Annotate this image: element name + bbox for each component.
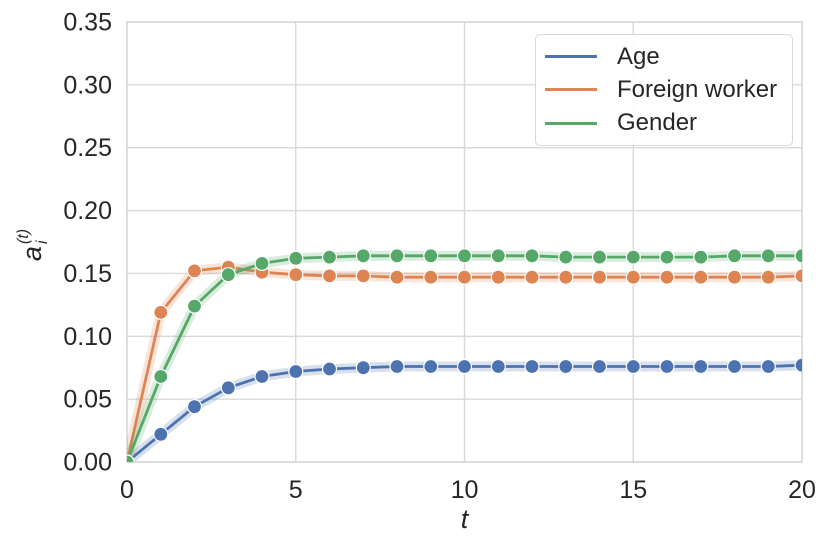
marker-foreign-worker-t2 [186,263,203,279]
y-tick-label: 0.10 [63,323,112,351]
marker-gender-t17 [693,249,709,265]
marker-foreign-worker-t7 [355,268,371,284]
y-tick-label: 0.30 [63,71,112,99]
marker-age-t20 [794,357,802,373]
y-axis-label-scripts: (t) i [14,228,51,245]
legend-item-gender: Gender [545,107,784,140]
y-axis-label: a (t) i [10,180,54,310]
marker-age-t4 [254,368,270,385]
legend-swatch-foreign-worker [545,88,597,92]
legend-label-gender: Gender [617,109,698,137]
marker-age-t12 [524,358,540,375]
y-tick-label: 0.20 [63,197,112,225]
marker-foreign-worker-t10 [456,269,473,285]
marker-gender-t5 [288,250,304,266]
x-tick-label: 15 [619,476,647,504]
marker-age-t8 [389,358,405,375]
marker-gender-t15 [625,249,641,265]
marker-gender-t11 [490,248,506,264]
marker-gender-t4 [254,255,270,271]
marker-age-t1 [153,426,169,442]
legend-item-age: Age [545,40,784,73]
marker-age-t2 [186,399,203,415]
marker-gender-t19 [760,248,776,264]
marker-age-t15 [625,358,641,375]
marker-age-t19 [760,358,776,375]
marker-gender-t2 [186,298,203,314]
marker-age-t9 [423,358,439,375]
marker-foreign-worker-t6 [321,268,338,284]
x-tick-label: 10 [451,476,479,504]
y-tick-label: 0.15 [63,260,112,288]
marker-foreign-worker-t13 [558,269,574,285]
y-axis-label-base: a [16,246,47,262]
y-axis-label-superscript: (t) [14,228,32,245]
marker-gender-t8 [389,248,405,264]
marker-foreign-worker-t18 [726,269,743,285]
marker-gender-t6 [321,249,338,265]
marker-age-t17 [693,358,709,375]
marker-gender-t18 [726,248,743,264]
marker-age-t3 [220,380,236,396]
marker-gender-t12 [524,248,540,264]
y-tick-label: 0.00 [63,449,112,477]
legend-label-foreign-worker: Foreign worker [617,75,778,103]
marker-foreign-worker-t8 [389,269,405,285]
x-tick-label: 0 [120,476,134,504]
plot-area [127,248,802,462]
x-axis-label: t [460,504,469,534]
legend-swatch-gender [545,121,597,125]
marker-gender-t14 [591,249,608,265]
marker-foreign-worker-t12 [524,269,540,285]
marker-gender-t10 [456,248,473,264]
legend: Age Foreign worker Gender [535,34,793,146]
marker-gender-t13 [558,249,574,265]
marker-foreign-worker-t15 [625,269,641,285]
marker-foreign-worker-t16 [659,269,675,285]
marker-age-t5 [288,363,304,380]
marker-age-t13 [558,358,574,375]
series-gender [127,248,802,462]
legend-label-age: Age [617,42,660,70]
x-tick-label: 5 [289,476,303,504]
x-tick-labels: 0 5 10 15 20 [120,476,816,504]
y-tick-labels: 0.00 0.05 0.10 0.15 0.20 0.25 0.30 0.35 [63,9,112,477]
marker-foreign-worker-t1 [153,304,169,320]
y-axis-label-subscript: i [33,240,51,245]
legend-item-foreign-worker: Foreign worker [545,73,784,106]
series-foreign-worker [127,259,802,462]
marker-foreign-worker-t9 [423,269,439,285]
marker-age-t6 [321,361,338,377]
marker-gender-t20 [794,248,802,264]
marker-gender-t7 [355,248,371,264]
marker-age-t10 [456,358,473,375]
marker-foreign-worker-t17 [693,269,709,285]
series-age [127,357,802,462]
marker-gender-t3 [220,267,236,283]
marker-foreign-worker-t5 [288,267,304,283]
axes-spines [126,21,803,463]
legend-swatch-age [545,55,597,59]
marker-age-t14 [591,358,608,375]
marker-age-t16 [659,358,675,375]
y-tick-label: 0.35 [63,9,112,37]
marker-age-t7 [355,360,371,376]
marker-foreign-worker-t11 [490,269,506,285]
marker-foreign-worker-t20 [794,268,802,284]
marker-gender-t16 [659,249,675,265]
marker-age-t11 [490,358,506,375]
marker-gender-t1 [153,368,169,385]
y-tick-label: 0.25 [63,134,112,162]
x-tick-label: 20 [788,476,816,504]
y-tick-label: 0.05 [63,386,112,414]
marker-foreign-worker-t19 [760,269,776,285]
marker-gender-t0 [127,454,135,462]
marker-foreign-worker-t14 [591,269,608,285]
marker-age-t18 [726,358,743,375]
marker-gender-t9 [423,248,439,264]
